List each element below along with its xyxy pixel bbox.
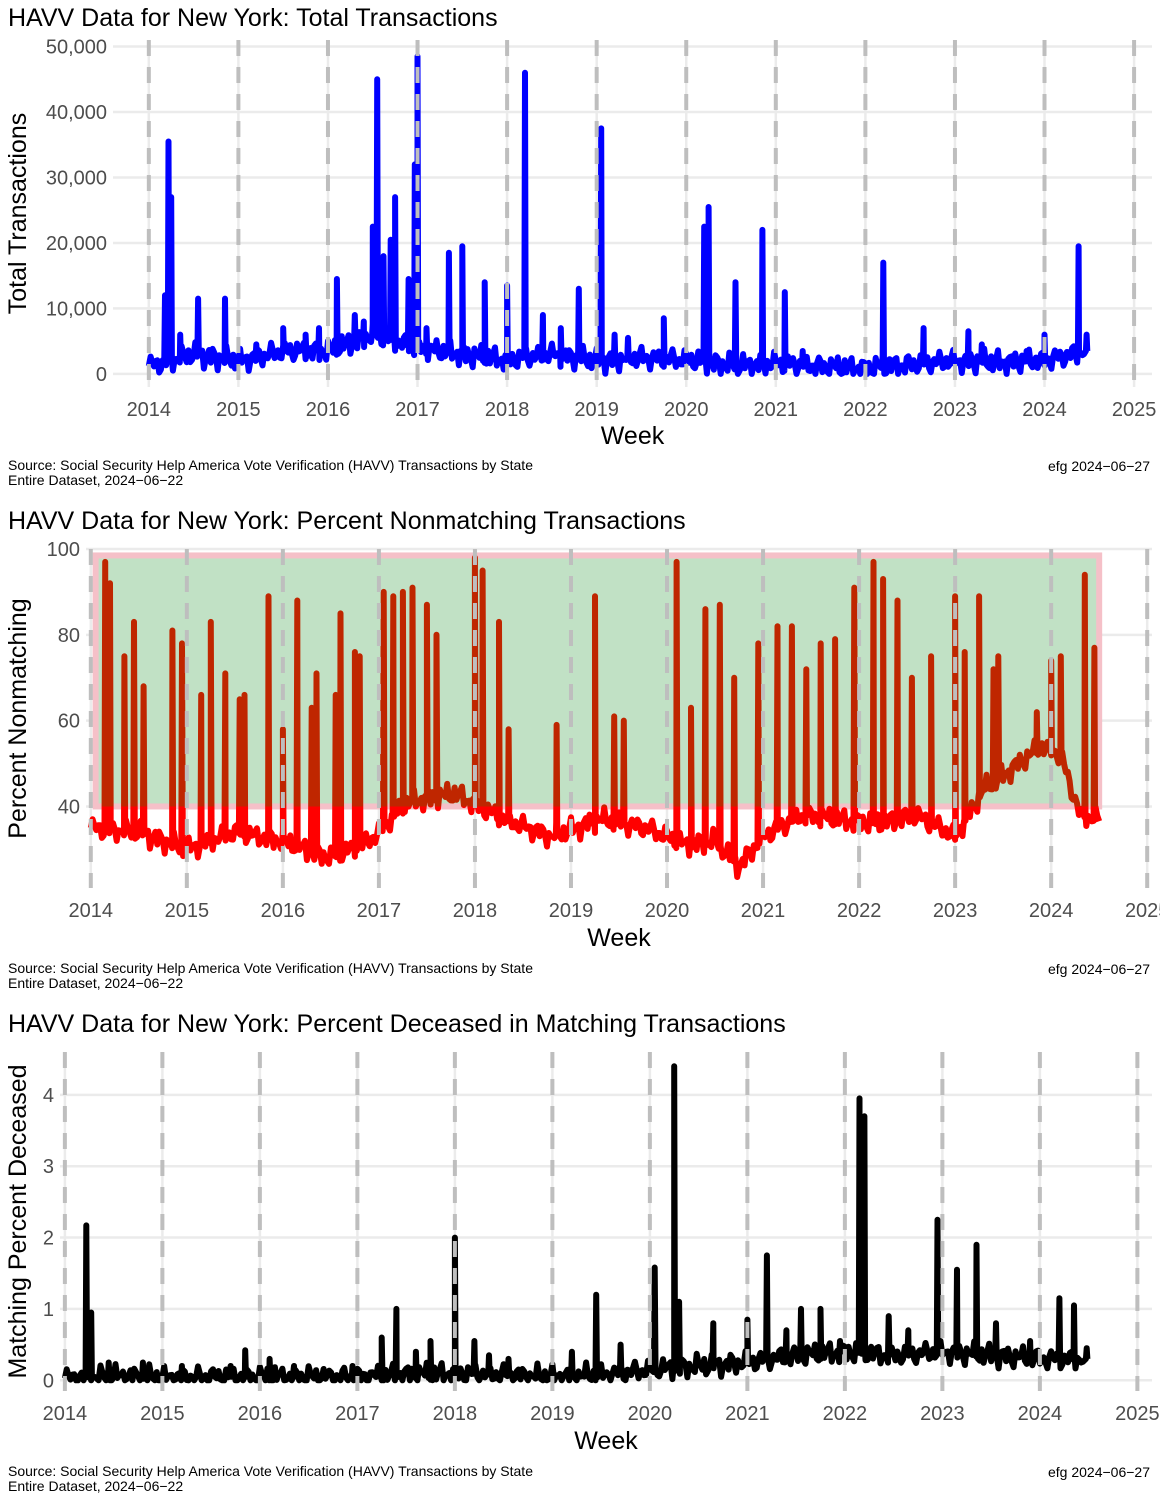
x-tick-label: 2024	[1029, 900, 1074, 922]
x-tick-label: 2022	[837, 900, 882, 922]
x-tick-label: 2019	[530, 1403, 575, 1425]
y-tick-label: 4	[43, 1085, 54, 1107]
x-tick-label: 2022	[843, 399, 888, 421]
x-tick-label: 2020	[664, 399, 709, 421]
x-tick-label: 2016	[238, 1403, 283, 1425]
x-tick-label: 2014	[127, 399, 172, 421]
x-tick-label: 2025	[1125, 900, 1160, 922]
year-dashed-lines	[62, 1052, 1140, 1391]
chart-title: HAVV Data for New York: Total Transactio…	[8, 4, 498, 32]
chart-panel-total-transactions: 0 10,000 20,000 30,000 40,000 50,000 2014 2015 2…	[0, 0, 1160, 500]
x-tick-label: 2016	[261, 900, 306, 922]
x-tick-label: 2024	[1018, 1403, 1063, 1425]
y-axis-title: Matching Percent Deceased	[4, 1064, 32, 1378]
x-tick-label: 2015	[140, 1403, 185, 1425]
x-axis-title: Week	[574, 1427, 638, 1455]
caption-source: Source: Social Security Help America Vot…	[8, 1464, 533, 1494]
caption-source-line: Source: Social Security Help America Vot…	[8, 1463, 533, 1479]
chart-title: HAVV Data for New York: Percent Nonmatch…	[8, 507, 686, 535]
series-line-above	[101, 554, 1099, 807]
y-tick-label: 60	[58, 711, 80, 733]
x-tick-label: 2020	[645, 900, 690, 922]
x-tick-label: 2018	[453, 900, 498, 922]
x-tick-label: 2021	[754, 399, 799, 421]
x-tick-label: 2024	[1022, 399, 1067, 421]
y-tick-label: 2	[43, 1228, 54, 1250]
caption-stamp: efg 2024−06−27	[1048, 1464, 1150, 1480]
caption-stamp: efg 2024−06−27	[1048, 961, 1150, 977]
gridlines	[60, 1052, 1152, 1391]
chart-percent-deceased: 0 1 2 3 4 2014 2015 2016 2017 2018 2019 2020 2021 202…	[4, 1052, 1160, 1455]
caption-source: Source: Social Security Help America Vot…	[8, 961, 533, 991]
x-tick-label: 2019	[574, 399, 619, 421]
chart-title: HAVV Data for New York: Percent Deceased…	[8, 1010, 786, 1038]
y-tick-label: 50,000	[46, 37, 107, 59]
x-tick-label: 2016	[306, 399, 351, 421]
x-tick-label: 2017	[357, 900, 402, 922]
x-tick-label: 2025	[1112, 399, 1157, 421]
y-tick-label: 1	[43, 1299, 54, 1321]
x-tick-label: 2019	[549, 900, 594, 922]
y-tick-label: 40	[58, 796, 80, 818]
chart-panel-percent-deceased: 0 1 2 3 4 2014 2015 2016 2017 2018 2019 2020 2021 202…	[0, 1006, 1160, 1506]
y-tick-label: 20,000	[46, 233, 107, 255]
year-dashed-lines	[146, 40, 1137, 387]
x-tick-label: 2017	[335, 1403, 380, 1425]
x-tick-label: 2014	[69, 900, 114, 922]
caption-dataset-line: Entire Dataset, 2024−06−22	[8, 472, 184, 488]
caption-source: Source: Social Security Help America Vot…	[8, 458, 533, 488]
x-tick-label: 2025	[1115, 1403, 1160, 1425]
y-tick-label: 0	[43, 1370, 54, 1392]
x-tick-label: 2021	[741, 900, 786, 922]
x-tick-label: 2017	[395, 399, 440, 421]
series-line	[61, 1063, 1091, 1384]
caption-stamp: efg 2024−06−27	[1048, 458, 1150, 474]
caption-source-line: Source: Social Security Help America Vot…	[8, 457, 533, 473]
series-line	[145, 53, 1091, 377]
y-axis-title: Total Transactions	[4, 113, 32, 315]
y-tick-label: 30,000	[46, 167, 107, 189]
y-tick-label: 10,000	[46, 298, 107, 320]
gridlines	[113, 40, 1152, 387]
chart-percent-nonmatching: 40 60 80 100 2014 2015 2016 2017 2018 2019 2020 202…	[4, 539, 1160, 952]
x-tick-label: 2020	[628, 1403, 673, 1425]
x-tick-label: 2023	[933, 900, 978, 922]
y-axis-title: Percent Nonmatching	[4, 598, 32, 838]
y-tick-label: 3	[43, 1156, 54, 1178]
x-axis-title: Week	[587, 924, 651, 952]
caption-dataset-line: Entire Dataset, 2024−06−22	[8, 975, 184, 991]
x-axis-title: Week	[601, 422, 665, 450]
y-tick-label: 80	[58, 625, 80, 647]
caption-source-line: Source: Social Security Help America Vot…	[8, 960, 533, 976]
x-tick-label: 2021	[725, 1403, 770, 1425]
x-tick-label: 2022	[823, 1403, 868, 1425]
year-dashed-lines	[88, 549, 1150, 888]
x-tick-label: 2023	[933, 399, 978, 421]
x-tick-label: 2018	[485, 399, 530, 421]
y-tick-label: 0	[96, 364, 107, 386]
x-tick-label: 2018	[433, 1403, 478, 1425]
caption-dataset-line: Entire Dataset, 2024−06−22	[8, 1478, 184, 1494]
chart-panel-percent-nonmatching: 40 60 80 100 2014 2015 2016 2017 2018 2019 2020 202…	[0, 503, 1160, 1003]
x-tick-label: 2023	[920, 1403, 965, 1425]
x-tick-label: 2015	[165, 900, 210, 922]
y-tick-label: 40,000	[46, 102, 107, 124]
series-line-below	[87, 806, 1103, 880]
x-tick-label: 2014	[43, 1403, 88, 1425]
x-tick-label: 2015	[216, 399, 261, 421]
chart-total-transactions: 0 10,000 20,000 30,000 40,000 50,000 2014 2015 2…	[4, 37, 1157, 450]
y-tick-label: 100	[47, 539, 80, 561]
